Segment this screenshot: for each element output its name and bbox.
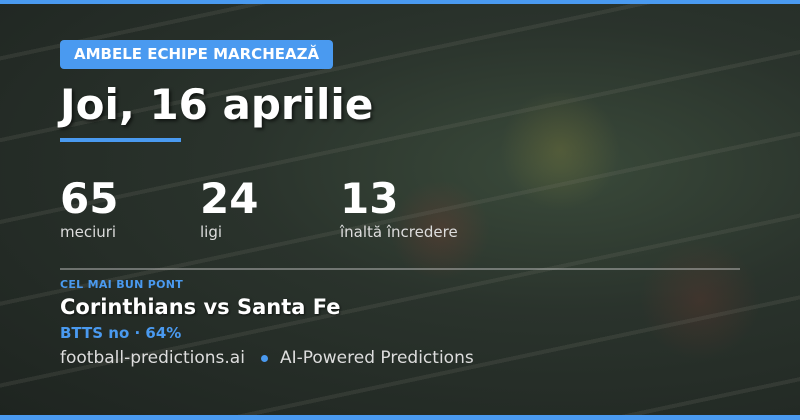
stat-label: ligi [200,223,223,241]
stat-label: înaltă încredere [340,223,458,241]
best-pick-label: CEL MAI BUN PONT [60,278,184,291]
tagline: AI-Powered Predictions [279,348,474,368]
stat-label: meciuri [60,223,117,241]
best-pick-match: Corinthians vs Santa Fe [60,295,341,319]
stat-value: 13 [340,174,399,223]
divider [60,268,740,270]
stat-leagues: 24 ligi [200,174,259,242]
page-title: Joi, 16 aprilie [60,80,374,129]
stat-value: 24 [200,174,259,223]
best-pick-prediction: BTTS no · 64% [60,324,182,342]
stat-value: 65 [60,174,119,223]
top-accent-bar [0,0,800,4]
stat-matches: 65 meciuri [60,174,119,242]
footer: football-predictions.ai AI-Powered Predic… [60,348,474,368]
bullet-dot-icon [260,354,268,362]
title-underline [60,138,181,142]
bottom-accent-bar [0,415,800,420]
site-name: football-predictions.ai [60,348,245,368]
stat-high-confidence: 13 înaltă încredere [340,174,458,242]
category-badge: AMBELE ECHIPE MARCHEAZĂ [60,40,334,69]
